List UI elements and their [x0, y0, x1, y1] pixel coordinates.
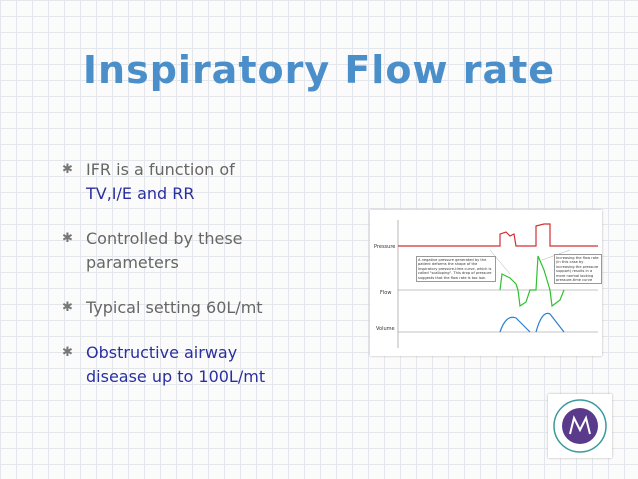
bullet: Controlled by these parameters — [62, 227, 282, 275]
bullet-text: Controlled by these parameters — [86, 229, 243, 272]
bullet: Typical setting 60L/mt — [62, 296, 282, 320]
figure-note: A negative pressure generated by the pat… — [416, 256, 496, 283]
axis-label: Flow — [380, 290, 391, 296]
axis-label: Volume — [376, 326, 395, 332]
figure-note: Increasing the flow rate (in this case b… — [554, 254, 602, 285]
logo — [548, 394, 612, 458]
bullet-highlight: TV,I/E and RR — [86, 184, 195, 203]
bullet-text: IFR is a function of — [86, 160, 235, 179]
waveform-figure: Pressure Flow Volume A negative pressure… — [370, 210, 602, 356]
bullet-list: IFR is a function of TV,I/E and RR Contr… — [62, 158, 282, 410]
axis-label: Pressure — [374, 244, 395, 250]
bullet-text: Obstructive airway disease up to 100L/mt — [86, 343, 266, 386]
bullet: IFR is a function of TV,I/E and RR — [62, 158, 282, 206]
waveform-graph: Pressure Flow Volume — [374, 220, 598, 348]
bullet: Obstructive airway disease up to 100L/mt — [62, 341, 282, 389]
logo-graphic — [553, 399, 607, 453]
slide-title: Inspiratory Flow rate — [82, 48, 556, 92]
bullet-text: Typical setting 60L/mt — [86, 298, 263, 317]
